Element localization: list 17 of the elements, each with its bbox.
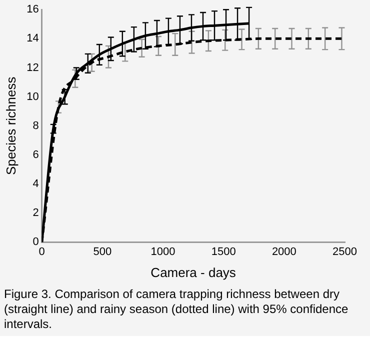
y-tick-label: 8: [32, 120, 39, 132]
caption: Figure 3. Comparison of camera trapping richness between dry (straight line) and rainy season (dotted line) with 95% confidence intervals.: [3, 286, 350, 333]
x-tick-label: 1500: [211, 246, 236, 258]
x-tick-label: 500: [93, 246, 112, 258]
y-tick-label: 6: [32, 149, 39, 162]
y-tick-label: 2: [32, 207, 39, 220]
y-tick-label: 0: [32, 236, 39, 248]
y-tick-label: 4: [32, 178, 39, 190]
y-tick-label: 14: [26, 32, 39, 45]
x-tick-label: 2500: [332, 246, 358, 258]
y-tick-label: 12: [26, 62, 39, 74]
x-tick-label: 1000: [150, 246, 176, 258]
x-axis-title: Camera - days: [150, 264, 236, 280]
x-tick-label: 2000: [272, 246, 296, 258]
y-axis-title: Species richness: [3, 76, 18, 176]
y-tick-label: 10: [26, 90, 39, 103]
y-tick-label: 16: [26, 4, 39, 16]
